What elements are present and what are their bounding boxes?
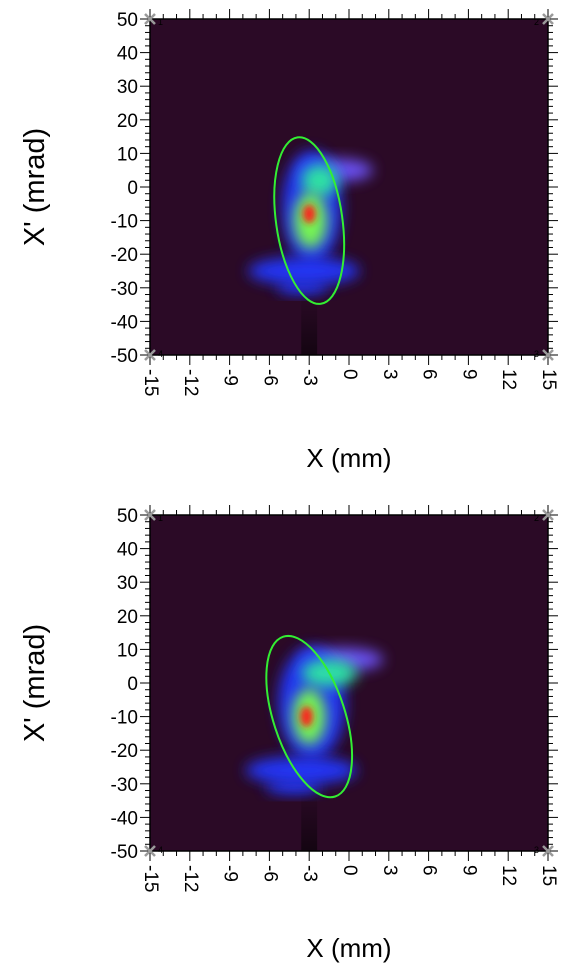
y-tick-label: -50 — [111, 842, 138, 863]
density-blob-7 — [302, 204, 316, 224]
x-tick-label: -9 — [220, 369, 241, 386]
y-tick-label: 50 — [117, 10, 138, 31]
x-tick-label: -12 — [180, 369, 201, 396]
corner-label: 3 — [534, 349, 539, 359]
x-tick-label: -15 — [140, 865, 161, 892]
x-axis-title: X (mm) — [306, 933, 391, 963]
x-tick-label: 9 — [458, 865, 479, 876]
x-tick-label: -3 — [299, 369, 320, 386]
y-tick-label: -30 — [111, 279, 138, 300]
x-tick-label: 15 — [538, 369, 559, 390]
density-blob-7 — [300, 706, 314, 727]
x-tick-label: 15 — [538, 865, 559, 886]
corner-marker-3: 3 — [534, 349, 554, 361]
y-tick-label: 30 — [117, 77, 138, 98]
corner-marker-2: 2 — [534, 509, 554, 523]
corner-label: 4 — [158, 845, 163, 855]
corner-marker-4: 4 — [144, 349, 163, 361]
y-tick-label: -40 — [111, 808, 138, 829]
x-axis-title: X (mm) — [306, 443, 391, 473]
x-tick-label: -9 — [220, 865, 241, 882]
corner-marker-4: 4 — [144, 845, 163, 857]
y-tick-label: 30 — [117, 573, 138, 594]
corner-marker-2: 2 — [534, 13, 554, 27]
x-tick-label: 9 — [458, 369, 479, 380]
y-tick-label: 20 — [117, 111, 138, 132]
y-tick-label: 0 — [127, 178, 138, 199]
y-tick-label: -30 — [111, 775, 138, 796]
y-axis-title: X' (mrad) — [19, 128, 51, 246]
y-tick-label: -40 — [111, 312, 138, 333]
x-tick-label: -12 — [180, 865, 201, 892]
y-axis-title: X' (mrad) — [19, 624, 51, 742]
x-tick-label: 3 — [379, 865, 400, 876]
y-tick-label: 20 — [117, 607, 138, 628]
x-tick-label: 12 — [498, 865, 519, 886]
y-tick-label: 0 — [127, 674, 138, 695]
x-tick-label: 12 — [498, 369, 519, 390]
y-tick-label: 10 — [117, 144, 138, 165]
x-tick-label: 3 — [379, 369, 400, 380]
y-tick-label: -50 — [111, 346, 138, 367]
corner-label: 1 — [158, 513, 163, 523]
corner-label: 2 — [534, 513, 539, 523]
plot-background — [150, 19, 548, 355]
y-tick-label: 40 — [117, 44, 138, 65]
dark-column — [301, 790, 318, 851]
x-tick-label: -15 — [140, 369, 161, 396]
density-blob-4 — [248, 256, 360, 286]
x-tick-label: -6 — [259, 369, 280, 386]
y-tick-label: 10 — [117, 640, 138, 661]
y-tick-label: 40 — [117, 540, 138, 561]
corner-marker-1: 1 — [144, 13, 163, 27]
x-tick-label: -3 — [299, 865, 320, 882]
rms-ellipse — [273, 136, 346, 305]
x-tick-label: 6 — [419, 865, 440, 876]
corner-marker-1: 1 — [144, 509, 163, 523]
y-tick-label: -10 — [111, 212, 138, 233]
corner-label: 3 — [534, 845, 539, 855]
minor-ticks — [140, 505, 558, 861]
dark-column — [301, 294, 318, 355]
y-tick-label: -20 — [111, 741, 138, 762]
y-tick-label: -20 — [111, 245, 138, 266]
corner-label: 2 — [534, 17, 539, 27]
corner-label: 4 — [158, 349, 163, 359]
corner-label: 1 — [158, 17, 163, 27]
y-tick-label: 50 — [117, 506, 138, 527]
rms-ellipse — [265, 634, 354, 799]
x-tick-label: -6 — [259, 865, 280, 882]
x-tick-label: 0 — [339, 369, 360, 380]
density-blob-5 — [301, 163, 339, 197]
density-blob-4 — [245, 756, 357, 785]
plot-background — [150, 515, 548, 851]
x-tick-label: 0 — [339, 865, 360, 876]
y-tick-label: -10 — [111, 708, 138, 729]
x-tick-label: 6 — [419, 369, 440, 380]
corner-marker-3: 3 — [534, 845, 554, 857]
